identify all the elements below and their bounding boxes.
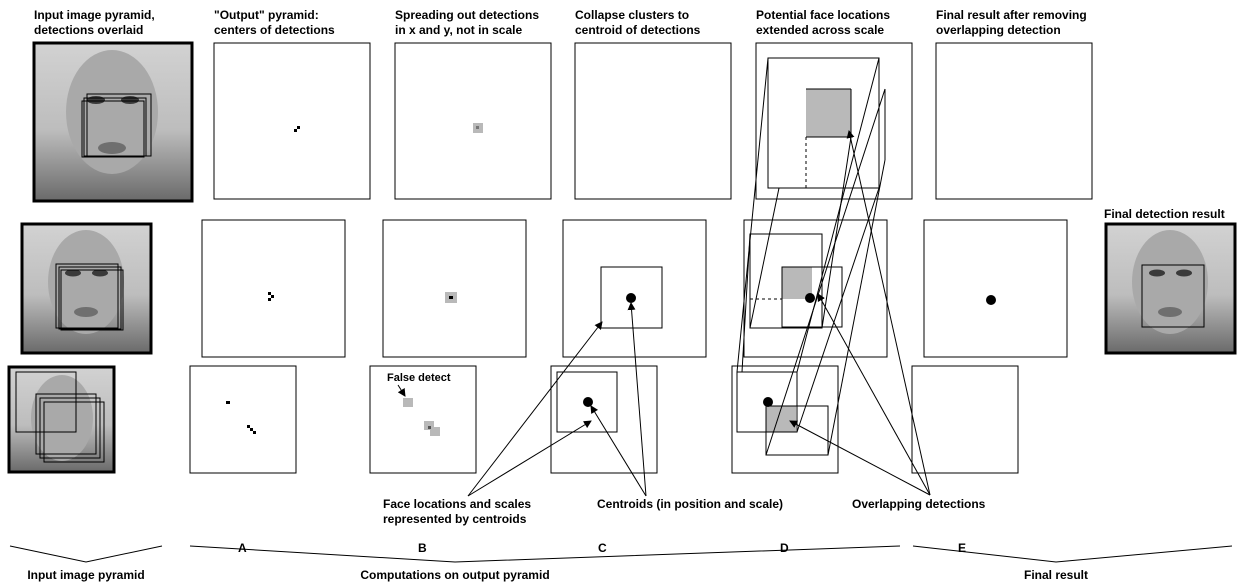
e-level-1 <box>935 42 1093 200</box>
label-c: C <box>598 541 607 555</box>
a-level-2 <box>201 219 346 358</box>
bracket-input: Input image pyramid <box>9 545 163 582</box>
b-level-1 <box>394 42 552 200</box>
a-level-1 <box>213 42 371 200</box>
bracket-final: Final result E <box>912 541 1233 582</box>
bracket-final-label: Final result <box>1024 568 1088 582</box>
centroid-e2 <box>986 295 996 305</box>
label-b: B <box>418 541 427 555</box>
e-level-2 <box>923 219 1068 358</box>
centroid-d2 <box>805 293 815 303</box>
column-c <box>550 42 732 474</box>
header-d-line1: Potential face locations <box>756 8 890 22</box>
a-level-3 <box>189 365 297 474</box>
header-a-line1: "Output" pyramid: <box>214 8 319 22</box>
c-level-1 <box>574 42 732 200</box>
header-b-line2: in x and y, not in scale <box>395 23 522 37</box>
header-e-line2: overlapping detection <box>936 23 1061 37</box>
header-d-line2: extended across scale <box>756 23 884 37</box>
b-level-3 <box>369 365 477 474</box>
c-level-2 <box>562 219 707 358</box>
bracket-computations-label: Computations on output pyramid <box>360 568 549 582</box>
header-c-line2: centroid of detections <box>575 23 701 37</box>
annotation-arrows <box>467 130 931 497</box>
centroid-d3 <box>763 397 773 407</box>
header-e-line1: Final result after removing <box>936 8 1087 22</box>
input-image-large <box>32 41 194 203</box>
centroids-label: Centroids (in position and scale) <box>597 497 783 511</box>
false-detect-mark <box>403 398 413 407</box>
column-d <box>731 42 913 474</box>
face-locations-label-2: represented by centroids <box>383 512 527 526</box>
label-a: A <box>238 541 247 555</box>
centroid-c3 <box>583 397 593 407</box>
b-level-2 <box>382 219 527 358</box>
input-image-small <box>7 365 116 474</box>
face-locations-label-1: Face locations and scales <box>383 497 531 511</box>
column-a <box>189 42 371 474</box>
column-b: False detect <box>369 42 552 474</box>
column-e <box>911 42 1093 474</box>
header-input-line1: Input image pyramid, <box>34 8 155 22</box>
final-detection-image <box>1104 222 1237 355</box>
header-input-line2: detections overlaid <box>34 23 143 37</box>
header-a-line2: centers of detections <box>214 23 335 37</box>
e-level-3 <box>911 365 1019 474</box>
header-c-line1: Collapse clusters to <box>575 8 689 22</box>
final-detection-label: Final detection result <box>1104 207 1225 221</box>
d-level-2 <box>743 219 888 358</box>
label-e: E <box>958 541 966 555</box>
centroid-c2 <box>626 293 636 303</box>
input-image-medium <box>20 222 153 355</box>
label-d: D <box>780 541 789 555</box>
bracket-computations: Computations on output pyramid A B C D <box>189 541 901 582</box>
overlapping-label: Overlapping detections <box>852 497 986 511</box>
bracket-input-label: Input image pyramid <box>27 568 144 582</box>
c-level-3 <box>550 365 658 474</box>
header-b-line1: Spreading out detections <box>395 8 539 22</box>
false-detect-label: False detect <box>387 372 451 384</box>
